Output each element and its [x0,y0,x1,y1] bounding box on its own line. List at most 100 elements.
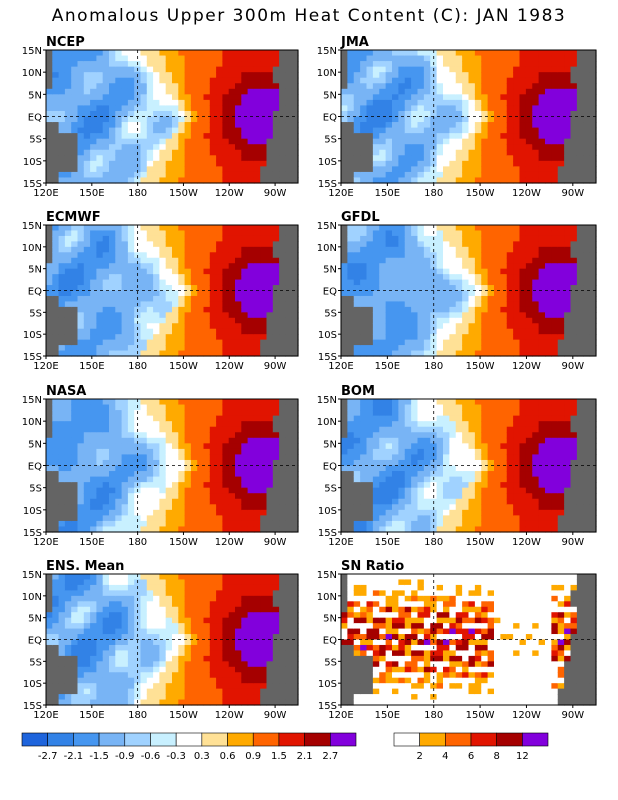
heatmap-cell [58,149,66,156]
x-tick-label: 150W [466,188,495,199]
heatmap-cell [190,526,198,533]
heatmap-cell [127,306,135,313]
heatmap-cell [455,339,463,346]
heatmap-cell [423,257,431,264]
heatmap-cell [64,279,72,286]
heatmap-cell [392,252,399,259]
heatmap-cell [341,443,348,450]
heatmap-cell [392,88,399,95]
heatmap-cell [551,334,559,341]
heatmap-cell [443,252,450,259]
heatmap-cell [455,350,463,357]
heatmap-cell [392,279,399,286]
heatmap-cell [423,144,431,151]
heatmap-cell [178,241,186,248]
heatmap-cell [366,306,374,313]
heatmap-cell [77,443,85,450]
heatmap-cell [235,166,242,173]
heatmap-cell [291,171,299,179]
heatmap-cell [190,122,198,129]
heatmap-cell [96,235,104,242]
heatmap-cell [52,306,60,313]
heatmap-cell [190,105,198,112]
heatmap-cell [366,166,374,173]
heatmap-cell [172,268,179,275]
heatmap-cell [121,476,129,483]
heatmap-cell [564,166,572,173]
heatmap-cell [83,345,91,352]
heatmap-cell [209,77,217,84]
heatmap-cell [392,274,399,281]
heatmap-cell [341,171,348,179]
heatmap-cell [392,334,399,341]
heatmap-cell [241,235,249,242]
heatmap-cell [570,149,578,156]
heatmap-cell [46,306,53,313]
heatmap-cell [494,66,501,73]
heatmap-cell [165,279,173,286]
heatmap-cell [272,317,280,324]
heatmap-cell [64,498,72,505]
heatmap-cell [190,66,198,73]
heatmap-cell [228,498,236,505]
heatmap-cell [203,339,211,346]
heatmap-cell [178,246,186,253]
heatmap-cell [52,177,60,184]
heatmap-cell [379,177,387,184]
heatmap-cell [146,274,154,281]
heatmap-cell [235,334,242,341]
heatmap-cell [404,77,412,84]
heatmap-cell [372,149,380,156]
heatmap-cell [385,61,393,68]
heatmap-cell [285,274,293,281]
heatmap-cell [379,166,387,173]
heatmap-cell [247,225,255,232]
heatmap-cell [235,50,242,57]
heatmap-cell [532,290,540,297]
heatmap-cell [153,235,160,242]
heatmap-cell [52,285,60,292]
heatmap-cell [411,110,419,118]
heatmap-cell [146,504,154,511]
heatmap-cell [519,285,527,292]
heatmap-cell [222,274,230,281]
heatmap-cell [197,263,205,270]
heatmap-cell [291,160,299,167]
heatmap-cell [52,55,60,62]
heatmap-cell [83,116,91,123]
heatmap-cell [513,94,521,101]
heatmap-cell [228,241,236,248]
heatmap-cell [46,138,53,145]
heatmap-cell [506,274,514,281]
heatmap-cell [468,230,476,237]
heatmap-cell [178,410,186,417]
heatmap-cell [153,339,160,346]
heatmap-cell [102,443,110,450]
heatmap-cell [285,487,293,494]
heatmap-cell [372,122,380,129]
heatmap-cell [385,94,393,101]
heatmap-cell [52,133,60,140]
heatmap-cell [279,177,286,184]
heatmap-cell [525,144,533,151]
heatmap-cell [58,487,66,494]
heatmap-cell [545,105,552,112]
heatmap-cell [260,426,268,433]
heatmap-cell [481,285,489,292]
heatmap-cell [279,252,286,259]
heatmap-cell [127,257,135,264]
heatmap-cell [513,171,521,179]
heatmap-cell [500,230,508,237]
heatmap-cell [172,465,179,472]
heatmap-cell [500,290,508,297]
heatmap-cell [487,285,495,292]
heatmap-cell [411,127,419,134]
heatmap-cell [197,454,205,461]
heatmap-cell [468,328,476,335]
heatmap-cell [266,504,274,511]
heatmap-cell [241,339,249,346]
heatmap-cell [58,323,66,330]
heatmap-cell [291,252,299,259]
heatmap-cell [115,155,123,162]
heatmap-cell [102,61,110,68]
